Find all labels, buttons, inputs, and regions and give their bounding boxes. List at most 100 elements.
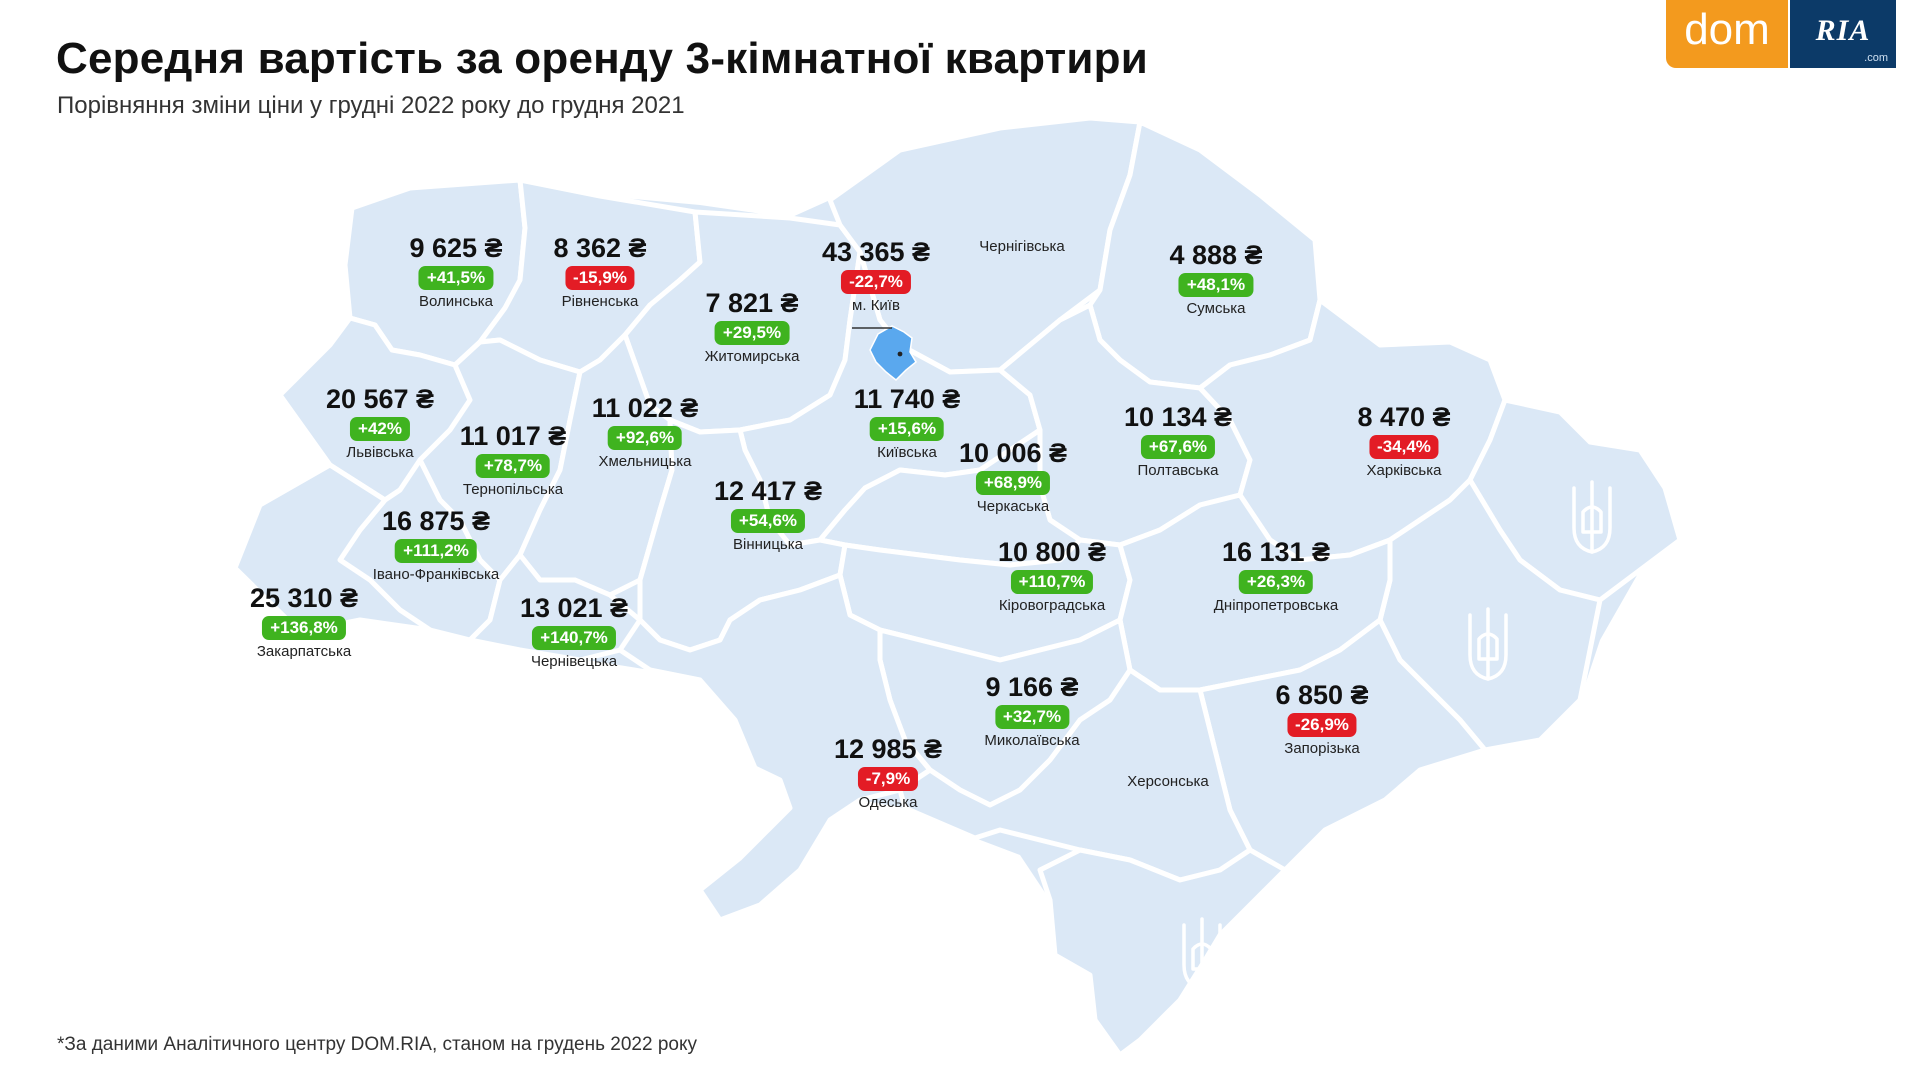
change-badge: +42%: [350, 417, 410, 441]
region-price: 8 362 ₴: [553, 233, 647, 263]
logo-ria-domain: .com: [1864, 52, 1888, 64]
label-zaporizka: 6 850 ₴ -26,9% Запорізька: [1275, 680, 1368, 758]
region-crimea[interactable]: [1037, 847, 1288, 1058]
region-price: 25 310 ₴: [249, 583, 359, 613]
label-kyivska: 11 740 ₴ +15,6% Київська: [854, 384, 961, 462]
region-price: 7 821 ₴: [705, 288, 799, 318]
region-name: Волинська: [419, 293, 493, 310]
region-price: 43 365 ₴: [821, 237, 931, 267]
kyiv-city-shape[interactable]: [869, 325, 917, 382]
region-khersonska[interactable]: [897, 667, 1253, 883]
region-name: Хмельницька: [598, 453, 692, 470]
change-badge: -34,4%: [1369, 435, 1439, 459]
change-badge: +136,8%: [262, 616, 346, 640]
label-rivnenska: 8 362 ₴ -15,9% Рівненська: [553, 233, 646, 311]
label-chernivetska: 13 021 ₴ +140,7% Чернівецька: [520, 593, 628, 671]
tryzub-icon: [1468, 607, 1508, 681]
region-price: 16 875 ₴: [381, 506, 491, 536]
region-name: Житомирська: [704, 348, 800, 365]
logo-dom-part: dom: [1666, 0, 1788, 68]
region-name: Львівська: [346, 444, 414, 461]
label-cherkaska: 10 006 ₴ +68,9% Черкаська: [959, 438, 1067, 516]
region-name: Івано-Франківська: [372, 566, 500, 583]
label-odeska: 12 985 ₴ -7,9% Одеська: [834, 734, 942, 812]
region-price: 10 134 ₴: [1123, 402, 1233, 432]
label-zakarpatska: 25 310 ₴ +136,8% Закарпатська: [250, 583, 358, 661]
region-name: Черкаська: [976, 498, 1050, 515]
change-badge: +32,7%: [994, 705, 1070, 729]
region-price: 10 006 ₴: [958, 438, 1068, 468]
region-odeska[interactable]: [617, 572, 933, 923]
label-kharkivska: 8 470 ₴ -34,4% Харківська: [1357, 402, 1450, 480]
region-name: Херсонська: [1127, 773, 1209, 790]
change-badge: +78,7%: [475, 454, 551, 478]
region-name: Рівненська: [561, 293, 639, 310]
change-badge: +111,2%: [395, 539, 477, 563]
region-name: Чернівецька: [530, 653, 618, 670]
region-price: 4 888 ₴: [1169, 240, 1263, 270]
change-badge: -15,9%: [565, 266, 635, 290]
label-ivano-frankivska: 16 875 ₴ +111,2% Івано-Франківська: [373, 506, 500, 584]
region-price: 12 985 ₴: [833, 734, 943, 764]
change-badge: +67,6%: [1140, 435, 1216, 459]
region-name: Вінницька: [733, 536, 803, 553]
region-price: 8 470 ₴: [1357, 402, 1451, 432]
region-price: 10 800 ₴: [997, 537, 1107, 567]
region-name: Закарпатська: [256, 643, 352, 660]
label-sumska: 4 888 ₴ +48,1% Сумська: [1169, 240, 1262, 318]
label-dnipropetrovska: 16 131 ₴ +26,3% Дніпропетровська: [1214, 537, 1338, 615]
change-badge: -22,7%: [841, 270, 911, 294]
region-name: Кіровоградська: [998, 597, 1106, 614]
region-name: м. Київ: [852, 297, 900, 314]
change-badge: +68,9%: [975, 471, 1051, 495]
region-name: Полтавська: [1137, 462, 1219, 479]
region-price: 16 131 ₴: [1221, 537, 1331, 567]
label-volynska: 9 625 ₴ +41,5% Волинська: [409, 233, 502, 311]
change-badge: +54,6%: [730, 509, 806, 533]
region-name: Миколаївська: [984, 732, 1080, 749]
region-price: 20 567 ₴: [325, 384, 435, 414]
region-price: 11 740 ₴: [853, 384, 961, 414]
page-subtitle: Порівняння зміни ціни у грудні 2022 року…: [57, 92, 685, 119]
region-price: 11 022 ₴: [591, 393, 699, 423]
label-khersonska: Херсонська: [1127, 773, 1209, 791]
region-name: Харківська: [1366, 462, 1442, 479]
region-price: 9 166 ₴: [985, 672, 1079, 702]
tryzub-icon: [1182, 917, 1222, 991]
label-vinnytska: 12 417 ₴ +54,6% Вінницька: [714, 476, 822, 554]
region-price: 12 417 ₴: [713, 476, 823, 506]
change-badge: +41,5%: [418, 266, 494, 290]
logo-ria-part: RIA .com: [1790, 0, 1896, 68]
change-badge: +15,6%: [869, 417, 945, 441]
region-name: Одеська: [858, 794, 918, 811]
change-badge: -7,9%: [857, 767, 919, 791]
change-badge: +26,3%: [1238, 570, 1314, 594]
change-badge: +29,5%: [714, 321, 790, 345]
label-lvivska: 20 567 ₴ +42% Львівська: [326, 384, 434, 462]
kyiv-pointer-dot: [897, 351, 903, 357]
region-name: Запорізька: [1284, 740, 1360, 757]
region-name: Дніпропетровська: [1213, 597, 1339, 614]
domria-logo[interactable]: dom RIA .com: [1666, 0, 1896, 68]
change-badge: +140,7%: [532, 626, 616, 650]
logo-ria-text: RIA: [1815, 14, 1871, 47]
region-name: Тернопільська: [462, 481, 564, 498]
region-price: 9 625 ₴: [409, 233, 503, 263]
change-badge: -26,9%: [1287, 713, 1357, 737]
footnote: *За даними Аналітичного центру DOM.RIA, …: [57, 1034, 697, 1055]
page-title: Середня вартість за оренду 3-кімнатної к…: [56, 34, 1148, 83]
region-name: Чернігівська: [979, 238, 1065, 255]
label-poltavska: 10 134 ₴ +67,6% Полтавська: [1124, 402, 1232, 480]
region-name: Київська: [877, 444, 937, 461]
region-name: Сумська: [1186, 300, 1246, 317]
region-price: 11 017 ₴: [459, 421, 567, 451]
label-chernihivska: Чернігівська: [979, 238, 1064, 256]
region-price: 13 021 ₴: [519, 593, 629, 623]
label-ternopilska: 11 017 ₴ +78,7% Тернопільська: [460, 421, 567, 499]
change-badge: +110,7%: [1010, 570, 1094, 594]
label-kirovohradska: 10 800 ₴ +110,7% Кіровоградська: [998, 537, 1106, 615]
change-badge: +48,1%: [1178, 273, 1254, 297]
label-mykolaivska: 9 166 ₴ +32,7% Миколаївська: [984, 672, 1079, 750]
label-zhytomyrska: 7 821 ₴ +29,5% Житомирська: [705, 288, 800, 366]
